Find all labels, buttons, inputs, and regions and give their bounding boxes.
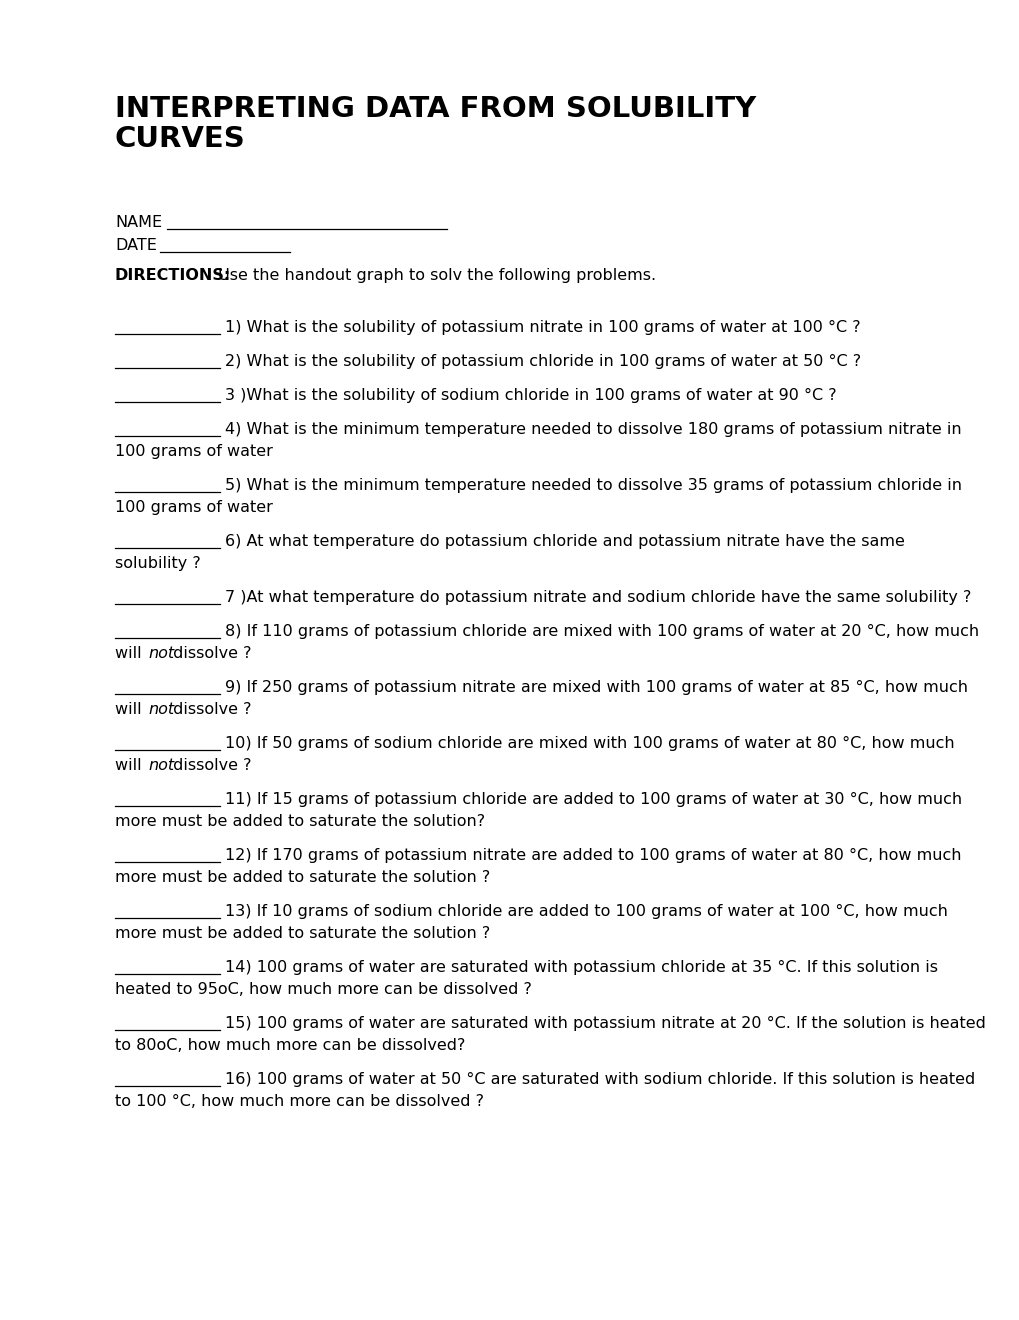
Text: 14) 100 grams of water are saturated with potassium chloride at 35 °C. If this s: 14) 100 grams of water are saturated wit… [225,960,937,975]
Text: to 100 °C, how much more can be dissolved ?: to 100 °C, how much more can be dissolve… [115,1094,484,1109]
Text: DIRECTIONS:: DIRECTIONS: [115,268,231,282]
Text: to 80oC, how much more can be dissolved?: to 80oC, how much more can be dissolved? [115,1038,465,1053]
Text: 2) What is the solubility of potassium chloride in 100 grams of water at 50 °C ?: 2) What is the solubility of potassium c… [225,354,860,370]
Text: will: will [115,645,147,661]
Text: dissolve ?: dissolve ? [168,702,252,717]
Text: CURVES: CURVES [115,125,246,153]
Text: 100 grams of water: 100 grams of water [115,500,273,515]
Text: more must be added to saturate the solution?: more must be added to saturate the solut… [115,814,485,829]
Text: more must be added to saturate the solution ?: more must be added to saturate the solut… [115,927,490,941]
Text: 10) If 50 grams of sodium chloride are mixed with 100 grams of water at 80 °C, h: 10) If 50 grams of sodium chloride are m… [225,737,954,751]
Text: 7 )At what temperature do potassium nitrate and sodium chloride have the same so: 7 )At what temperature do potassium nitr… [225,590,970,605]
Text: 15) 100 grams of water are saturated with potassium nitrate at 20 °C. If the sol: 15) 100 grams of water are saturated wit… [225,1016,985,1031]
Text: not: not [148,645,174,661]
Text: dissolve ?: dissolve ? [168,758,252,774]
Text: heated to 95oC, how much more can be dissolved ?: heated to 95oC, how much more can be dis… [115,982,531,997]
Text: 6) At what temperature do potassium chloride and potassium nitrate have the same: 6) At what temperature do potassium chlo… [225,535,904,549]
Text: 13) If 10 grams of sodium chloride are added to 100 grams of water at 100 °C, ho: 13) If 10 grams of sodium chloride are a… [225,904,947,919]
Text: 12) If 170 grams of potassium nitrate are added to 100 grams of water at 80 °C, : 12) If 170 grams of potassium nitrate ar… [225,847,961,863]
Text: not: not [148,758,174,774]
Text: NAME: NAME [115,215,162,230]
Text: more must be added to saturate the solution ?: more must be added to saturate the solut… [115,870,490,884]
Text: solubility ?: solubility ? [115,556,201,572]
Text: 16) 100 grams of water at 50 °C are saturated with sodium chloride. If this solu: 16) 100 grams of water at 50 °C are satu… [225,1072,974,1086]
Text: will: will [115,758,147,774]
Text: Use the handout graph to solv the following problems.: Use the handout graph to solv the follow… [213,268,655,282]
Text: INTERPRETING DATA FROM SOLUBILITY: INTERPRETING DATA FROM SOLUBILITY [115,95,755,123]
Text: 8) If 110 grams of potassium chloride are mixed with 100 grams of water at 20 °C: 8) If 110 grams of potassium chloride ar… [225,624,978,639]
Text: 5) What is the minimum temperature needed to dissolve 35 grams of potassium chlo: 5) What is the minimum temperature neede… [225,478,961,492]
Text: 11) If 15 grams of potassium chloride are added to 100 grams of water at 30 °C, : 11) If 15 grams of potassium chloride ar… [225,792,961,807]
Text: 4) What is the minimum temperature needed to dissolve 180 grams of potassium nit: 4) What is the minimum temperature neede… [225,422,961,437]
Text: 9) If 250 grams of potassium nitrate are mixed with 100 grams of water at 85 °C,: 9) If 250 grams of potassium nitrate are… [225,680,967,696]
Text: not: not [148,702,174,717]
Text: will: will [115,702,147,717]
Text: 100 grams of water: 100 grams of water [115,444,273,459]
Text: 1) What is the solubility of potassium nitrate in 100 grams of water at 100 °C ?: 1) What is the solubility of potassium n… [225,319,860,335]
Text: dissolve ?: dissolve ? [168,645,252,661]
Text: DATE: DATE [115,238,157,253]
Text: 3 )What is the solubility of sodium chloride in 100 grams of water at 90 °C ?: 3 )What is the solubility of sodium chlo… [225,388,836,403]
